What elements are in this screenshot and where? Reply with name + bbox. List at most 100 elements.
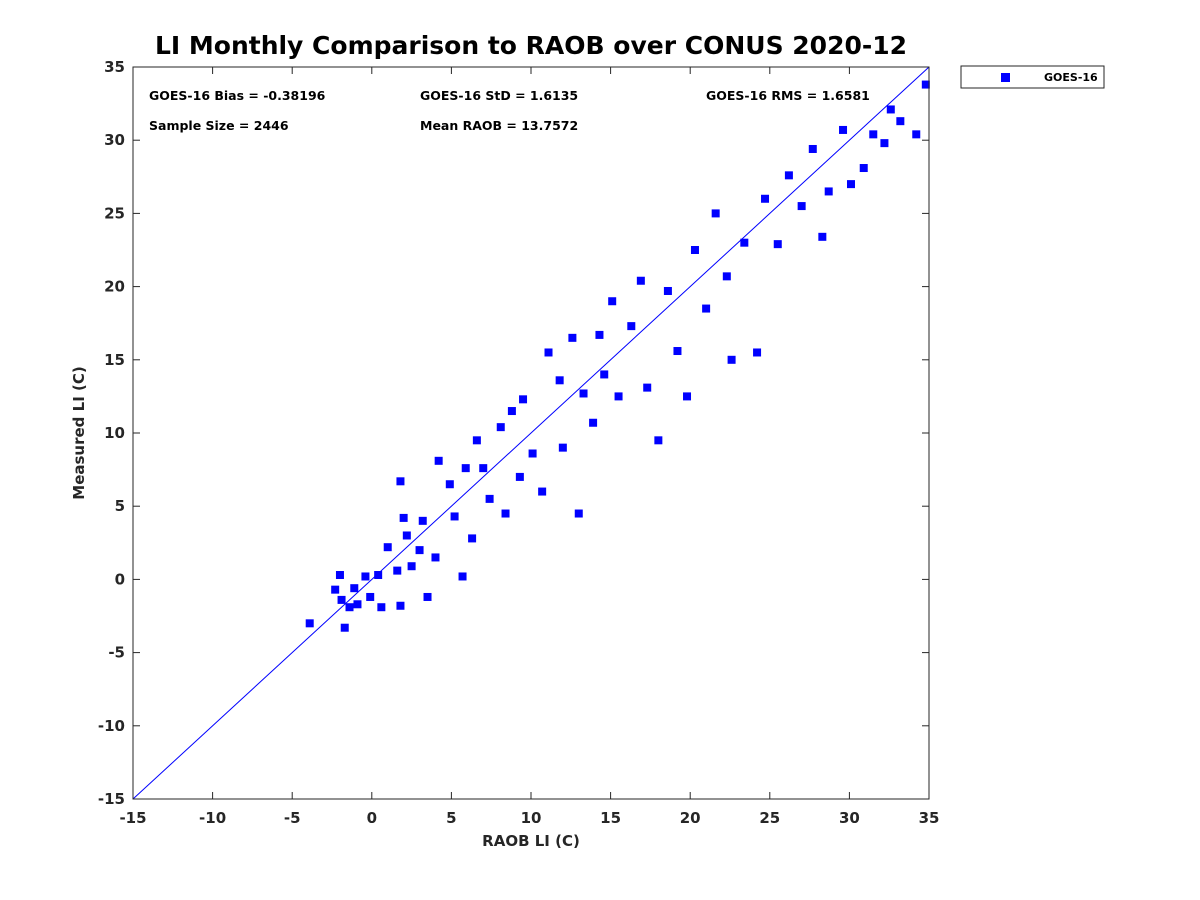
y-tick-label: -10 — [98, 717, 125, 735]
data-point — [544, 348, 553, 357]
x-tick-label: 0 — [367, 809, 377, 827]
data-point — [673, 347, 682, 356]
data-point — [600, 370, 609, 379]
data-point — [608, 297, 617, 306]
data-point — [761, 194, 770, 203]
data-point — [431, 553, 440, 562]
y-tick-label: 25 — [104, 204, 125, 222]
data-point — [415, 546, 424, 555]
x-tick-label: -5 — [284, 809, 301, 827]
data-point — [468, 534, 477, 543]
data-point — [418, 516, 427, 525]
std-annotation: GOES-16 StD = 1.6135 — [420, 88, 578, 103]
y-tick-label: 35 — [104, 58, 125, 76]
data-point — [711, 209, 720, 218]
data-point — [528, 449, 537, 458]
data-point — [824, 187, 833, 196]
x-tick-label: 30 — [839, 809, 860, 827]
data-point — [654, 436, 663, 445]
data-point — [396, 477, 405, 486]
data-point — [361, 572, 370, 581]
data-point — [345, 603, 354, 612]
data-point — [702, 304, 711, 313]
data-point — [722, 272, 731, 281]
y-tick-label: -5 — [108, 644, 125, 662]
sample-size-annotation: Sample Size = 2446 — [149, 118, 289, 133]
rms-annotation: GOES-16 RMS = 1.6581 — [706, 88, 870, 103]
data-point — [773, 240, 782, 249]
data-point — [614, 392, 623, 401]
x-tick-label: 15 — [600, 809, 621, 827]
data-point — [636, 276, 645, 285]
data-point — [402, 531, 411, 540]
data-point — [507, 407, 516, 416]
data-point — [568, 333, 577, 342]
data-point — [374, 571, 383, 580]
x-axis-label: RAOB LI (C) — [482, 832, 580, 850]
data-point — [350, 584, 359, 593]
y-tick-label: 0 — [115, 570, 125, 588]
x-axis-ticks: -15 -10 -5 0 5 10 15 20 25 30 35 — [119, 67, 939, 827]
data-point — [753, 348, 762, 357]
x-tick-label: 25 — [759, 809, 780, 827]
data-point — [579, 389, 588, 398]
data-point — [886, 105, 895, 114]
data-point — [366, 592, 375, 601]
data-point — [558, 443, 567, 452]
data-point — [461, 464, 470, 473]
y-tick-label: 5 — [115, 497, 125, 515]
data-point — [663, 286, 672, 295]
data-point — [396, 601, 405, 610]
x-tick-label: 10 — [521, 809, 542, 827]
x-tick-label: 20 — [680, 809, 701, 827]
legend-box — [960, 65, 1105, 89]
data-point — [740, 238, 749, 247]
data-point — [555, 376, 564, 385]
y-tick-label: 15 — [104, 351, 125, 369]
data-point — [353, 600, 362, 609]
data-point — [458, 572, 467, 581]
data-point — [896, 117, 905, 126]
identity-reference-line — [132, 66, 930, 800]
x-tick-label: -10 — [199, 809, 226, 827]
data-point — [450, 512, 459, 521]
data-point — [869, 130, 878, 139]
data-point — [784, 171, 793, 180]
data-point — [377, 603, 386, 612]
data-point — [574, 509, 583, 518]
data-point — [627, 322, 636, 331]
data-point — [921, 80, 930, 89]
data-point — [839, 125, 848, 134]
data-point — [383, 543, 392, 552]
data-point — [331, 585, 340, 594]
data-point — [337, 595, 346, 604]
data-point — [818, 232, 827, 241]
x-tick-label: -15 — [119, 809, 146, 827]
y-tick-label: -15 — [98, 790, 125, 808]
bias-annotation: GOES-16 Bias = -0.38196 — [149, 88, 326, 103]
y-axis-label: Measured LI (C) — [70, 366, 88, 499]
data-point — [643, 383, 652, 392]
data-point — [797, 202, 806, 211]
data-point — [690, 246, 699, 254]
data-point — [434, 456, 443, 465]
x-tick-label: 5 — [446, 809, 456, 827]
data-point — [407, 562, 416, 571]
data-point — [423, 592, 432, 601]
legend-marker-goes-16 — [1001, 73, 1010, 82]
data-point — [880, 139, 889, 148]
chart-title: LI Monthly Comparison to RAOB over CONUS… — [155, 31, 907, 60]
data-point — [683, 392, 692, 401]
data-point — [501, 509, 510, 518]
data-point — [479, 464, 488, 473]
data-point — [472, 436, 481, 445]
data-point — [393, 566, 402, 575]
data-point — [727, 355, 736, 364]
data-points-layer — [305, 80, 930, 632]
data-point — [846, 180, 855, 189]
x-tick-label: 35 — [919, 809, 940, 827]
data-point — [808, 144, 817, 153]
data-point — [485, 494, 494, 503]
